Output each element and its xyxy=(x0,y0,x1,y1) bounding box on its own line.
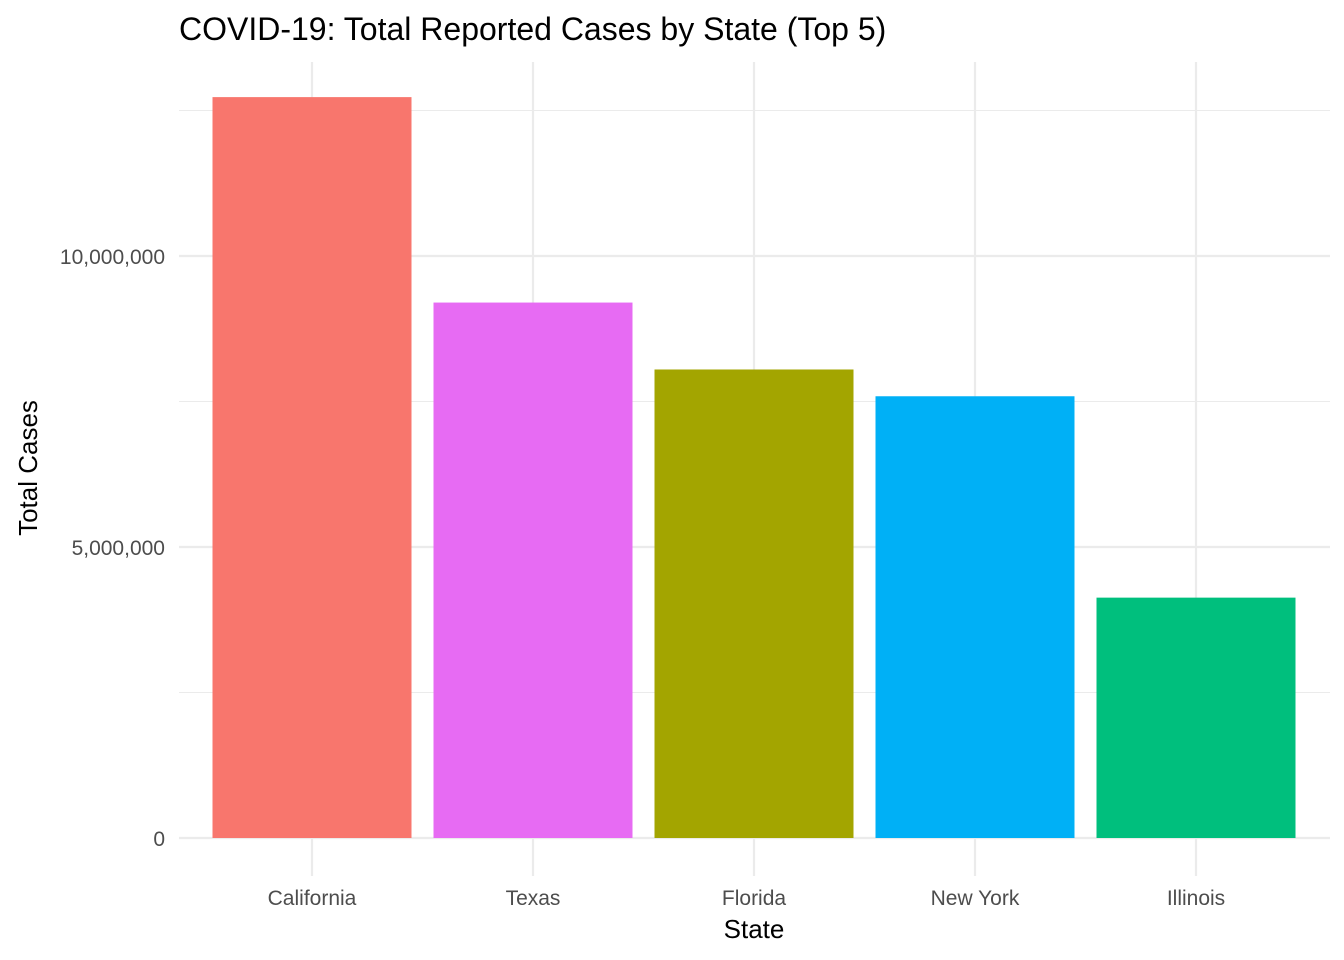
x-tick-label: Florida xyxy=(722,887,787,910)
bar-texas xyxy=(433,302,633,838)
x-tick-label: New York xyxy=(931,887,1020,910)
x-tick-label: California xyxy=(268,887,357,910)
x-axis-title: State xyxy=(724,914,785,944)
y-axis-ticks: 0 5,000,000 10,000,000 xyxy=(60,246,165,851)
y-tick-label: 5,000,000 xyxy=(72,537,165,560)
bars xyxy=(212,97,1296,838)
x-tick-label: Illinois xyxy=(1167,887,1225,910)
x-axis-ticks: California Texas Florida New York Illinois xyxy=(268,887,1226,910)
bar-florida xyxy=(654,369,854,838)
chart-title: COVID-19: Total Reported Cases by State … xyxy=(179,11,886,47)
y-axis-title: Total Cases xyxy=(13,400,43,536)
y-tick-label: 10,000,000 xyxy=(60,246,165,269)
bar-illinois xyxy=(1096,597,1296,838)
bar-california xyxy=(212,97,412,838)
y-tick-label: 0 xyxy=(153,828,165,851)
bar-new-york xyxy=(875,396,1075,838)
x-tick-label: Texas xyxy=(506,887,561,910)
